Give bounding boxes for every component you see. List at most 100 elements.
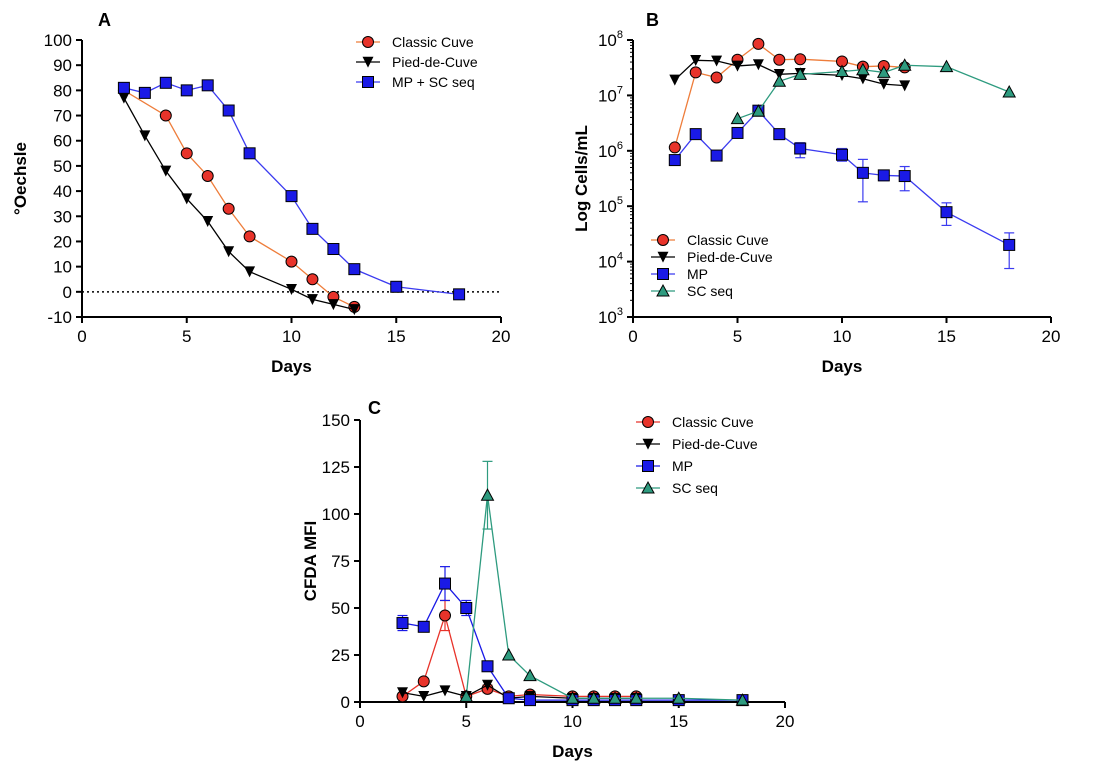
data-point	[306, 273, 319, 286]
data-point	[459, 689, 474, 702]
data-point	[856, 62, 870, 76]
legend-entry: Classic Cuve	[356, 34, 474, 50]
series-line	[402, 613, 637, 698]
panel-label: A	[98, 10, 111, 30]
legend-label: Pied-de-Cuve	[672, 436, 758, 452]
legend-marker	[362, 56, 374, 68]
data-point	[439, 577, 451, 590]
y-tick-label: 70	[53, 107, 72, 126]
y-axis-label: CFDA MFI	[301, 521, 320, 602]
series-pied-de-cuve	[669, 55, 911, 92]
series-line	[123, 97, 355, 311]
y-tick-label: 150	[322, 411, 350, 430]
data-point	[453, 288, 466, 301]
y-tick-label: 104	[598, 251, 623, 272]
data-point	[138, 86, 151, 99]
data-point	[306, 294, 318, 306]
data-point	[856, 166, 869, 179]
legend-marker	[642, 438, 654, 450]
legend-label: SC seq	[687, 283, 733, 299]
data-point	[876, 65, 891, 78]
data-point	[327, 299, 339, 311]
data-point	[565, 691, 580, 704]
legend-entry: MP	[636, 458, 693, 474]
data-point	[794, 53, 807, 66]
data-point	[877, 169, 890, 182]
data-point	[348, 263, 361, 276]
y-tick-base: 10	[598, 253, 617, 272]
data-point	[396, 617, 409, 630]
y-axis-label: Log Cells/mL	[572, 125, 591, 232]
y-tick-label: 106	[598, 140, 623, 161]
data-point	[772, 74, 787, 87]
y-tick-label: 100	[44, 31, 72, 50]
series-line	[674, 43, 905, 148]
y-tick-label: 50	[53, 157, 72, 176]
y-tick-label: 30	[53, 207, 72, 226]
y-tick-base: 10	[598, 86, 617, 105]
data-point	[160, 165, 172, 177]
series-line	[737, 64, 1010, 120]
data-point	[244, 266, 256, 278]
data-point	[159, 109, 172, 122]
panel-c: C 0 5 10 15 20 0 25 50 75 100 125 150 Days CFDA MFI Cla…	[301, 398, 794, 761]
data-point	[502, 692, 515, 705]
data-point	[1003, 238, 1016, 251]
y-tick-exponent: 6	[617, 140, 623, 152]
x-tick-label: 20	[492, 327, 511, 346]
data-point	[731, 126, 744, 139]
legend-marker	[642, 416, 654, 428]
x-tick-label: 5	[733, 327, 742, 346]
data-point	[773, 53, 786, 66]
legend-label: Classic Cuve	[672, 414, 754, 430]
legend-label: Pied-de-Cuve	[392, 54, 478, 70]
data-point	[118, 92, 130, 104]
y-tick-label: 80	[53, 81, 72, 100]
data-point	[897, 58, 912, 71]
data-point	[773, 128, 786, 141]
y-tick-label: 60	[53, 132, 72, 151]
data-point	[794, 142, 807, 155]
data-point	[481, 660, 494, 673]
y-tick-label: 0	[63, 283, 72, 302]
y-tick-exponent: 4	[617, 251, 623, 263]
data-point	[180, 147, 193, 160]
x-tick-label: 10	[563, 712, 582, 731]
x-tick-label: 10	[282, 327, 301, 346]
data-point	[669, 74, 681, 86]
y-tick-label: 75	[331, 552, 350, 571]
y-tick-label: 25	[331, 646, 350, 665]
data-point	[390, 280, 403, 293]
series-classic-cuve	[117, 84, 361, 313]
data-point	[668, 141, 681, 154]
data-point	[836, 148, 848, 161]
data-point	[482, 679, 493, 691]
x-axis-label: Days	[271, 357, 312, 376]
legend-label: Classic Cuve	[392, 34, 474, 50]
y-axis-label: °Oechsle	[11, 142, 30, 215]
y-tick-label: 40	[53, 182, 72, 201]
data-point	[940, 206, 953, 219]
data-point	[608, 691, 622, 704]
data-point	[501, 647, 516, 661]
x-tick-label: 20	[1042, 327, 1061, 346]
data-point	[286, 283, 297, 295]
legend-marker	[656, 283, 670, 297]
legend-entry: Pied-de-Cuve	[356, 54, 478, 70]
x-tick-label: 0	[628, 327, 637, 346]
data-point	[243, 147, 256, 160]
data-point	[417, 620, 430, 633]
legend-entry: SC seq	[651, 283, 733, 299]
data-point	[898, 170, 911, 183]
series-line	[123, 89, 355, 308]
data-point	[222, 104, 235, 117]
data-point	[201, 79, 214, 92]
legend-label: SC seq	[672, 480, 718, 496]
y-tick-base: 10	[598, 31, 617, 50]
y-tick-base: 10	[598, 197, 617, 216]
y-tick-exponent: 5	[617, 195, 623, 207]
data-point	[348, 304, 360, 316]
series-sc-seq	[730, 58, 1017, 125]
data-point	[306, 222, 319, 235]
